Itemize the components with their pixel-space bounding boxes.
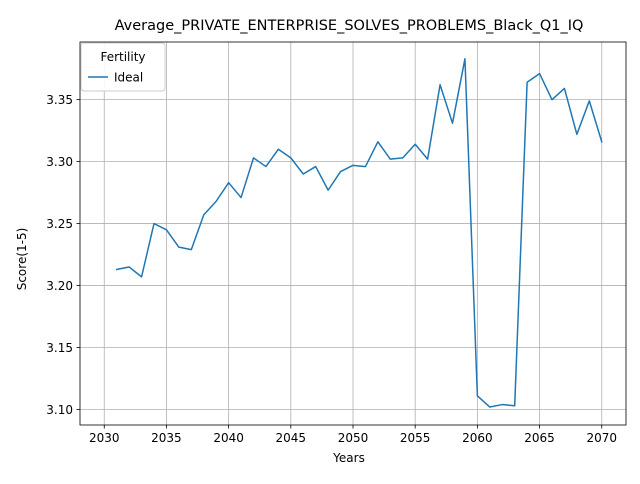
y-tick-label: 3.25 [46, 217, 73, 231]
x-tick-label: 2070 [586, 431, 617, 445]
x-tick-label: 2030 [89, 431, 120, 445]
chart-title: Average_PRIVATE_ENTERPRISE_SOLVES_PROBLE… [115, 18, 584, 34]
x-tick-label: 2035 [151, 431, 182, 445]
legend-title: Fertility [100, 50, 145, 64]
x-tick-label: 2060 [462, 431, 493, 445]
y-tick-label: 3.10 [46, 403, 73, 417]
series-layer [115, 57, 603, 408]
x-tick-label: 2055 [400, 431, 431, 445]
series-line-ideal [115, 57, 603, 408]
y-tick-label: 3.20 [46, 279, 73, 293]
legend: Fertility Ideal [80, 42, 166, 92]
y-axis-ticks: 3.10 3.15 3.20 3.25 3.30 3.35 [46, 93, 80, 417]
y-tick-label: 3.30 [46, 155, 73, 169]
legend-box [80, 42, 166, 92]
x-tick-label: 2050 [338, 431, 369, 445]
legend-label-ideal: Ideal [114, 71, 143, 85]
x-tick-label: 2040 [213, 431, 244, 445]
x-tick-label: 2065 [524, 431, 555, 445]
x-tick-label: 2045 [276, 431, 307, 445]
y-tick-label: 3.15 [46, 341, 73, 355]
x-axis-label: Years [332, 451, 365, 465]
y-axis-label: Score(1-5) [15, 228, 29, 291]
y-tick-label: 3.35 [46, 93, 73, 107]
x-axis-ticks: 2030 2035 2040 2045 2050 2055 2060 2065 2070 [89, 425, 617, 445]
grid-lines [80, 42, 626, 425]
